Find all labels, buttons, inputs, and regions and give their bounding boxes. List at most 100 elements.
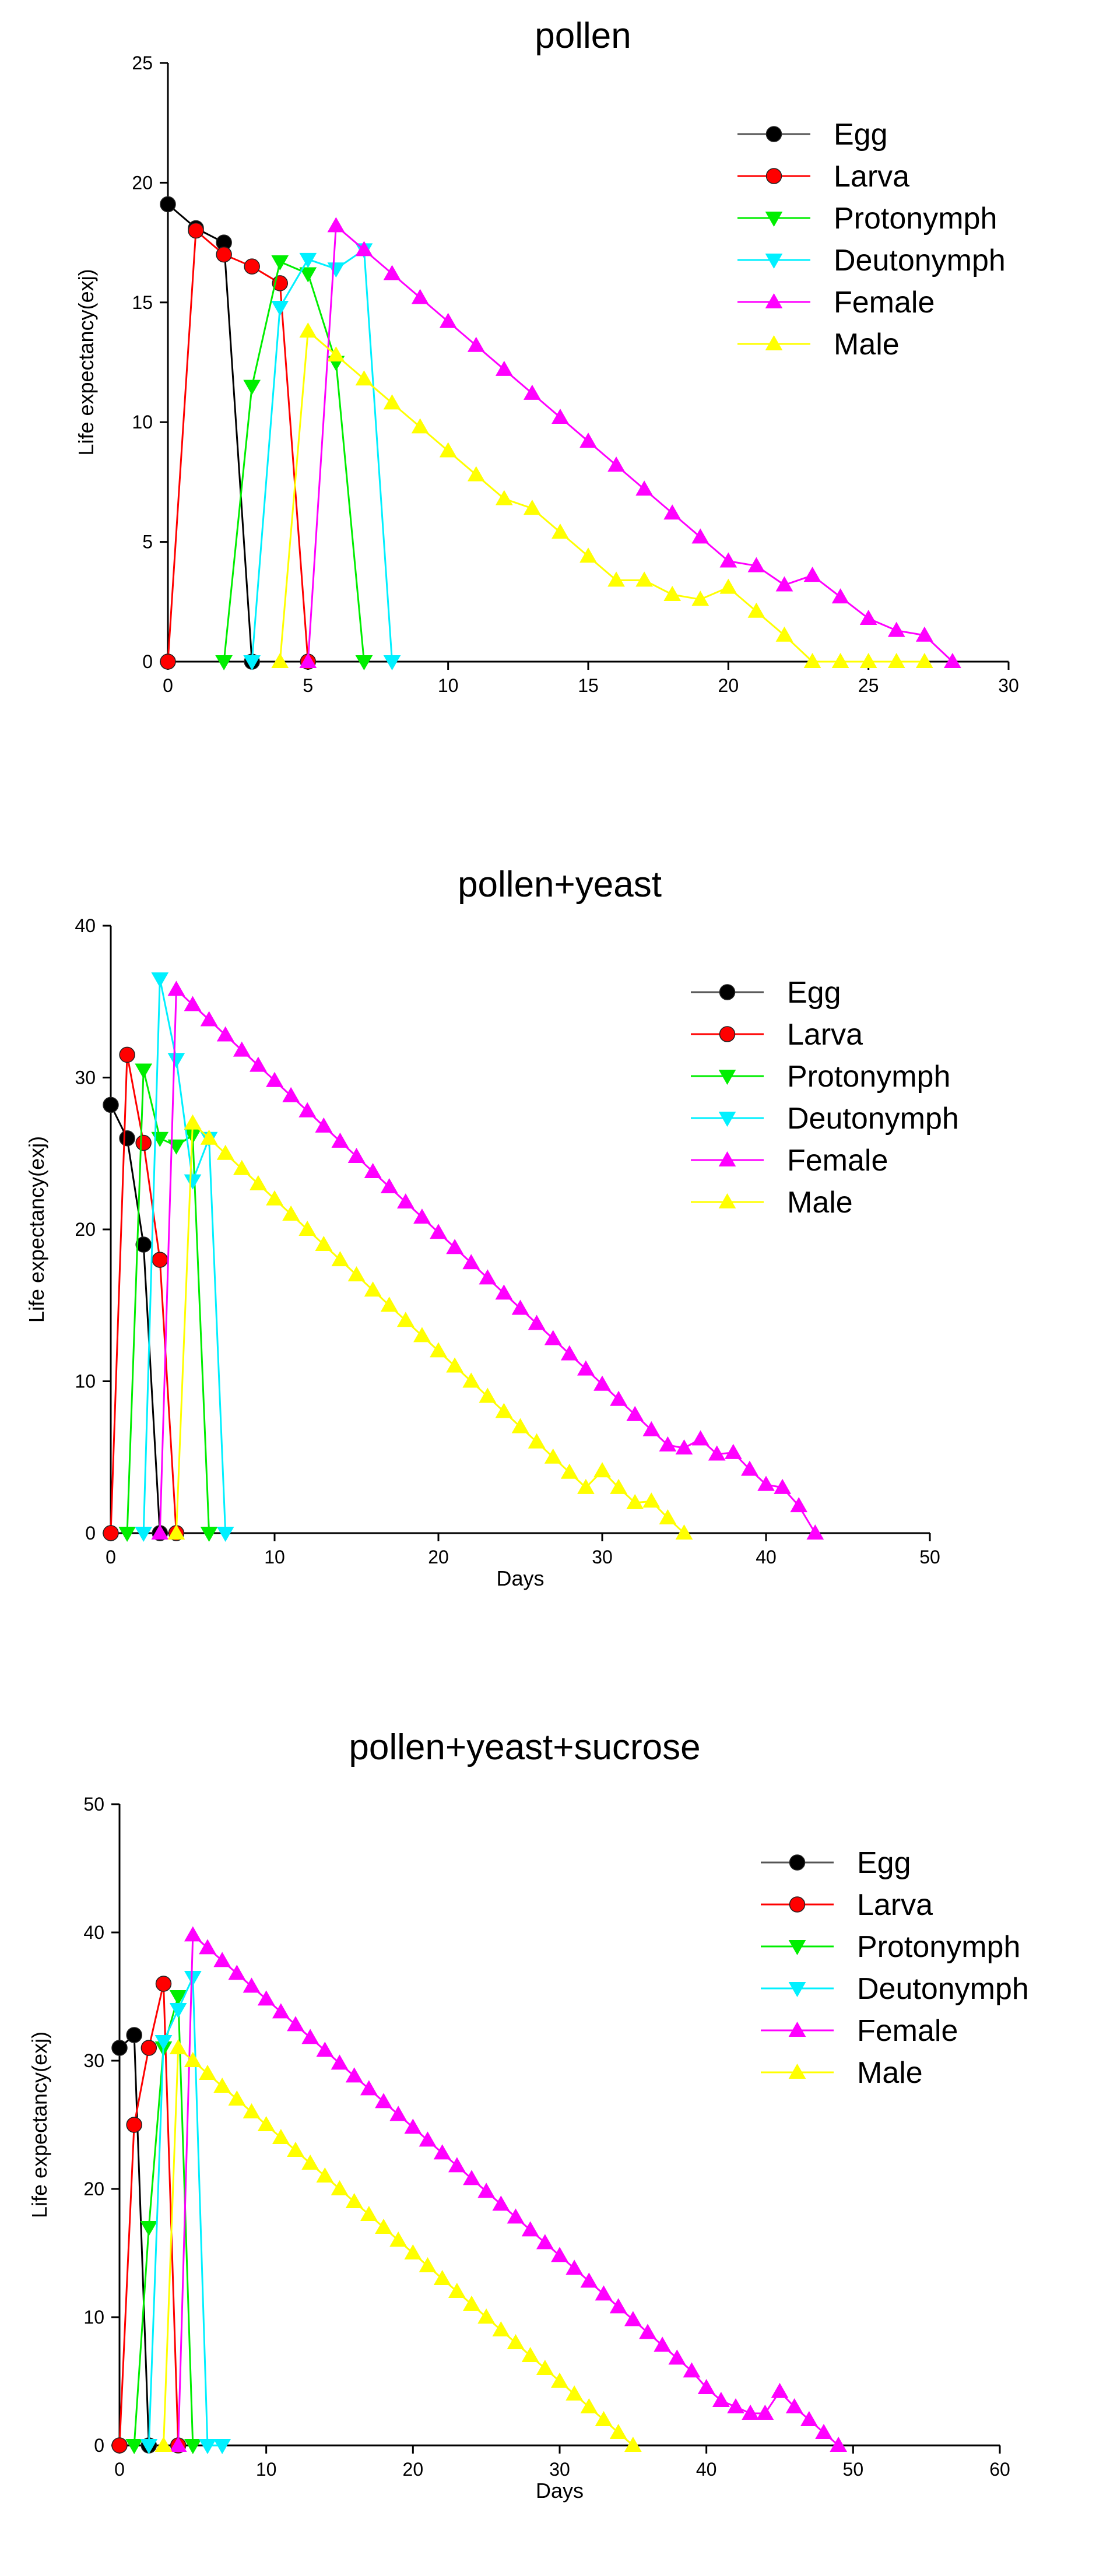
data-point-male bbox=[298, 1220, 317, 1236]
data-point-male bbox=[271, 652, 289, 668]
y-tick-label: 50 bbox=[83, 1794, 104, 1815]
data-point-deutonymph bbox=[383, 655, 401, 671]
legend-marker-deutonymph bbox=[718, 1112, 736, 1127]
legend-label-larva: Larva bbox=[787, 1018, 863, 1052]
chart-panel-pollen-yeast: pollen+yeast 0 10 20 30 40 0 10 20 30 40 50 Days Life… bbox=[0, 863, 1110, 1621]
y-axis-label: Life expectancy(exj) bbox=[27, 2032, 51, 2218]
data-point-female bbox=[683, 2362, 701, 2378]
data-point-male bbox=[492, 2321, 510, 2336]
data-point-male bbox=[595, 2410, 613, 2426]
legend-label-male: Male bbox=[857, 2056, 923, 2090]
data-point-female bbox=[712, 2391, 730, 2407]
data-point-female bbox=[151, 1524, 169, 1540]
data-point-female bbox=[830, 2436, 848, 2452]
data-point-male bbox=[521, 2346, 539, 2362]
data-point-female bbox=[430, 1224, 447, 1239]
data-point-male bbox=[536, 2359, 554, 2375]
legend-marker-male bbox=[788, 2063, 806, 2079]
legend-marker-larva bbox=[719, 1026, 736, 1042]
x-tick-label: 0 bbox=[114, 2459, 125, 2480]
data-point-male bbox=[511, 1418, 529, 1433]
data-point-deutonymph bbox=[299, 252, 317, 268]
data-point-female bbox=[654, 2336, 672, 2352]
data-point-female bbox=[495, 360, 513, 376]
data-point-male bbox=[495, 1403, 513, 1418]
series-line-deutonymph bbox=[251, 248, 394, 662]
data-point-female bbox=[609, 2298, 627, 2314]
data-point-larva bbox=[103, 1525, 119, 1541]
data-point-female bbox=[635, 480, 653, 496]
legend-label-protonymph: Protonymph bbox=[834, 202, 997, 236]
data-point-female bbox=[771, 2382, 789, 2398]
y-tick-label: 10 bbox=[75, 1371, 96, 1392]
data-point-larva bbox=[188, 222, 204, 239]
legend-marker-larva bbox=[765, 168, 782, 184]
data-point-female bbox=[528, 1315, 546, 1330]
legend-marker-female bbox=[788, 2021, 806, 2037]
data-point-male bbox=[327, 346, 345, 362]
data-point-female bbox=[579, 433, 597, 448]
data-point-male bbox=[507, 2333, 525, 2349]
data-point-male bbox=[626, 1493, 644, 1509]
data-point-female bbox=[439, 312, 457, 328]
data-point-female bbox=[347, 1147, 366, 1163]
data-point-male bbox=[199, 2064, 216, 2080]
data-point-male bbox=[404, 2244, 422, 2259]
data-point-male bbox=[360, 2205, 378, 2221]
data-point-deutonymph bbox=[140, 2439, 158, 2455]
data-point-male bbox=[635, 571, 653, 587]
data-point-female bbox=[380, 1178, 398, 1194]
data-point-protonymph bbox=[215, 655, 233, 671]
data-point-female bbox=[448, 2157, 466, 2173]
legend-marker-protonymph bbox=[718, 1070, 736, 1085]
x-tick-label: 20 bbox=[403, 2459, 424, 2480]
series-line-egg bbox=[167, 203, 253, 662]
data-point-male bbox=[439, 442, 457, 458]
data-point-male bbox=[266, 1190, 283, 1206]
data-point-larva bbox=[119, 1046, 135, 1063]
x-tick-label: 20 bbox=[428, 1547, 449, 1568]
data-point-female bbox=[282, 1087, 300, 1102]
data-point-egg bbox=[126, 2027, 142, 2043]
series-male bbox=[154, 2039, 642, 2452]
data-point-female bbox=[364, 1163, 382, 1179]
data-point-female bbox=[383, 265, 401, 280]
data-point-female bbox=[404, 2118, 422, 2134]
series-line-egg bbox=[119, 2033, 150, 2446]
data-point-male bbox=[887, 652, 905, 668]
series-egg bbox=[111, 2027, 157, 2454]
legend-marker-female bbox=[765, 293, 783, 308]
x-tick-label: 10 bbox=[264, 1547, 285, 1568]
y-tick-label: 15 bbox=[132, 292, 153, 313]
data-point-female bbox=[360, 2080, 378, 2096]
data-point-male bbox=[233, 1159, 251, 1175]
chart-pollen-yeast: pollen+yeast 0 10 20 30 40 0 10 20 30 40 50 Days Life… bbox=[24, 864, 959, 1590]
series-line-protonymph bbox=[126, 1070, 210, 1534]
legend-marker-deutonymph bbox=[788, 1982, 806, 1998]
data-point-deutonymph bbox=[271, 301, 289, 317]
y-tick-label: 25 bbox=[132, 52, 153, 73]
data-point-female bbox=[544, 1330, 562, 1345]
data-point-female bbox=[595, 2285, 613, 2301]
data-point-male bbox=[448, 2282, 466, 2298]
data-point-larva bbox=[152, 1252, 168, 1268]
data-point-deutonymph bbox=[199, 2439, 216, 2455]
x-tick-label: 10 bbox=[438, 675, 459, 696]
data-point-larva bbox=[126, 2117, 142, 2133]
series-female bbox=[169, 1926, 848, 2452]
y-tick-label: 40 bbox=[75, 915, 96, 936]
data-point-male bbox=[560, 1463, 578, 1479]
data-point-female bbox=[233, 1041, 251, 1057]
data-point-male bbox=[462, 1372, 480, 1388]
data-point-male bbox=[659, 1509, 677, 1524]
y-tick-label: 0 bbox=[94, 2435, 104, 2456]
data-point-female bbox=[355, 241, 373, 256]
data-point-female bbox=[200, 1011, 218, 1027]
data-point-protonymph bbox=[169, 1990, 187, 2006]
y-tick-label: 0 bbox=[142, 651, 153, 672]
legend-label-female: Female bbox=[834, 286, 935, 319]
data-point-deutonymph bbox=[243, 655, 261, 671]
x-axis-label: Days bbox=[536, 2479, 584, 2503]
data-point-male bbox=[580, 2398, 598, 2413]
y-tick-label: 5 bbox=[142, 532, 153, 553]
